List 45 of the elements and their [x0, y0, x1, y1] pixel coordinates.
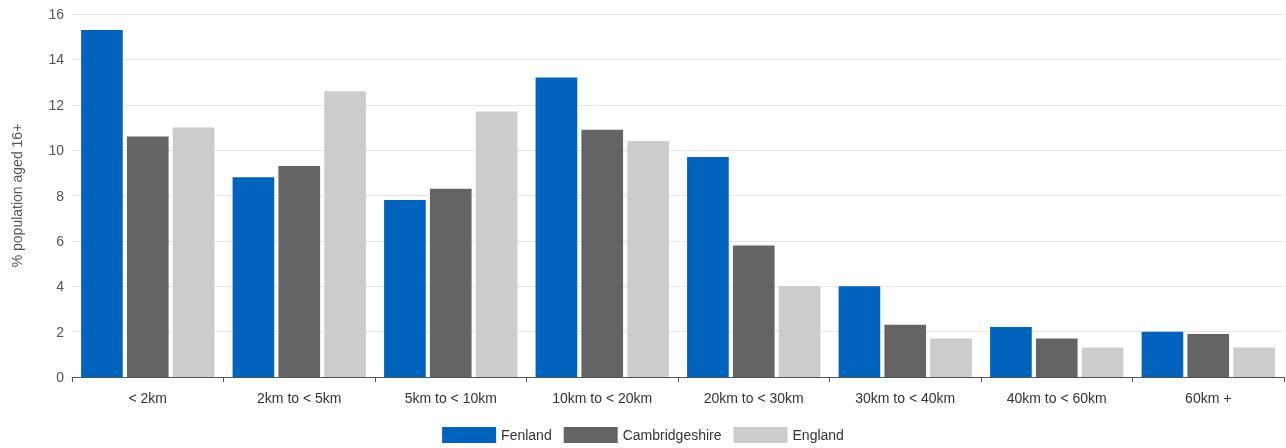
bar	[990, 327, 1032, 377]
bar	[232, 177, 275, 377]
bar	[930, 338, 972, 377]
x-tick-label: 10km to < 20km	[552, 390, 653, 406]
x-tick-label: < 2km	[128, 390, 168, 406]
bar	[278, 166, 321, 377]
bar	[732, 245, 775, 377]
y-tick-label: 8	[56, 187, 65, 204]
y-tick-label: 6	[56, 232, 65, 249]
bar	[1035, 338, 1078, 377]
y-tick-label: 14	[48, 51, 65, 68]
legend-label: Cambridgeshire	[622, 427, 722, 443]
bar	[172, 127, 215, 377]
bar	[838, 286, 881, 377]
y-tick-label: 4	[56, 278, 65, 295]
y-tick-label: 10	[48, 142, 65, 159]
y-tick-label: 2	[56, 323, 65, 340]
x-tick-label: 2km to < 5km	[257, 390, 342, 406]
bar	[535, 77, 578, 377]
y-tick-label: 16	[48, 6, 65, 22]
bar	[384, 200, 426, 377]
bar	[627, 141, 669, 377]
y-tick-label: 0	[56, 369, 65, 385]
bar	[884, 324, 927, 377]
x-tick-label: 5km to < 10km	[404, 390, 497, 406]
x-tick-label: 40km to < 60km	[1006, 390, 1107, 406]
y-axis-title: % population aged 16+	[9, 123, 25, 268]
bar	[581, 129, 624, 377]
bar	[429, 188, 472, 377]
bar	[81, 29, 123, 377]
x-tick-label: 60km +	[1185, 390, 1232, 406]
x-tick-label: 20km to < 30km	[703, 390, 804, 406]
bar	[126, 136, 169, 377]
bar	[778, 286, 821, 377]
bar	[324, 91, 366, 377]
bar	[1233, 347, 1275, 377]
bar	[1081, 347, 1124, 377]
y-tick-label: 12	[48, 96, 65, 113]
bar	[1187, 333, 1230, 377]
x-tick-label: 30km to < 40km	[855, 390, 956, 406]
legend-label: England	[792, 427, 844, 443]
legend-label: Fenland	[501, 427, 552, 443]
bar	[687, 156, 729, 377]
bar	[475, 111, 518, 377]
bar	[1141, 331, 1184, 377]
